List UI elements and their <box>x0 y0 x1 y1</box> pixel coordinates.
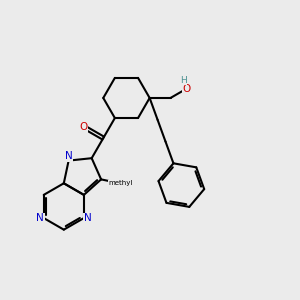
Text: O: O <box>80 122 88 132</box>
Text: N: N <box>36 213 44 223</box>
Text: H: H <box>180 76 187 85</box>
Text: N: N <box>84 213 91 223</box>
Text: O: O <box>182 84 191 94</box>
Text: methyl: methyl <box>108 181 133 187</box>
Text: N: N <box>65 151 73 161</box>
